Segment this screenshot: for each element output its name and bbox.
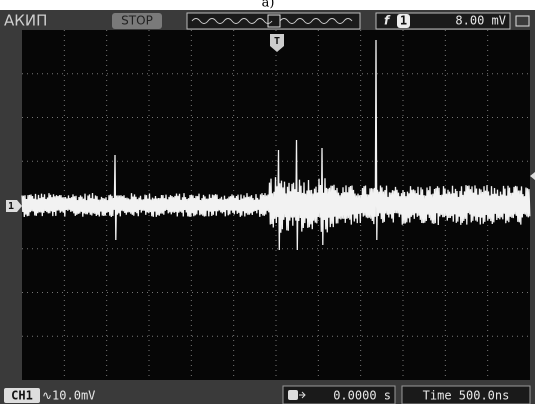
- status: STOP: [121, 14, 153, 28]
- trigger-level: 8.00 mV: [455, 14, 506, 28]
- coupling-scale: ∿10.0mV: [42, 389, 95, 403]
- oscilloscope-screen: a) АКИП STOP f 1 8.00 mV T 1 CH1 ∿10.0mV…: [0, 0, 535, 404]
- brand: АКИП: [4, 12, 47, 30]
- trigger-position-icon: [288, 390, 298, 400]
- timebase: Time 500.0ns: [423, 389, 510, 403]
- channel-label: CH1: [11, 389, 33, 403]
- trigger-channel: 1: [400, 14, 407, 28]
- trigger-position: 0.0000 s: [333, 389, 391, 403]
- trigger-marker: T: [274, 36, 280, 47]
- caption: a): [262, 0, 275, 11]
- page: a) АКИП STOP f 1 8.00 mV T 1 CH1 ∿10.0mV…: [0, 0, 535, 404]
- channel-marker: 1: [8, 201, 14, 212]
